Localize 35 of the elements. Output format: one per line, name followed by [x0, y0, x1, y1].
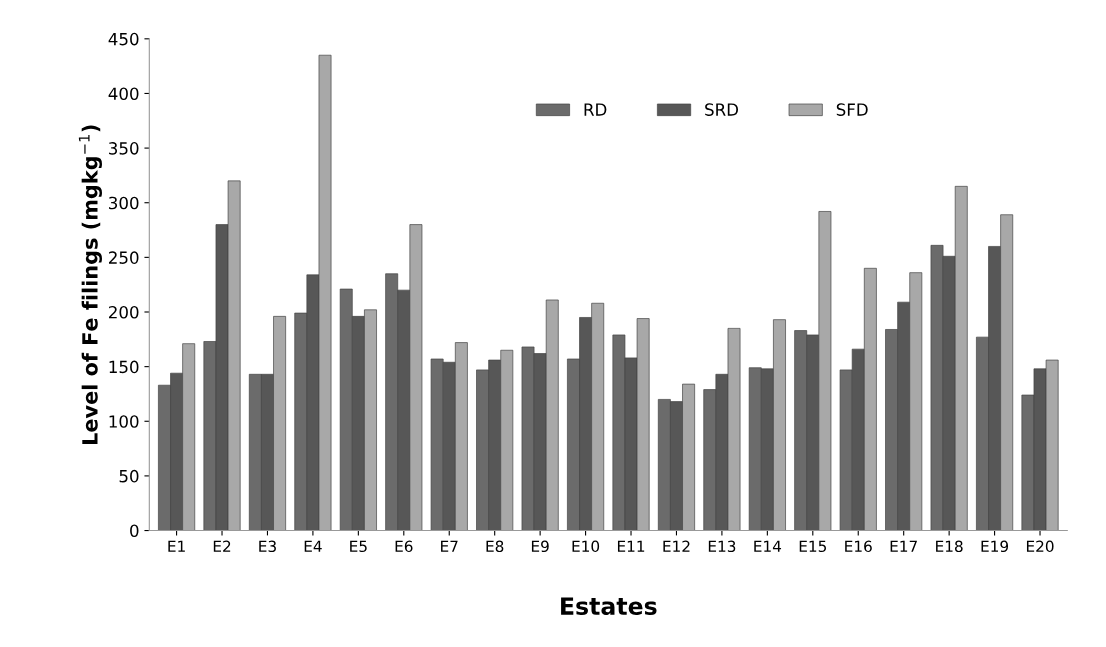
x-tick-label: E12 — [663, 540, 690, 552]
x-tick-label: E9 — [531, 540, 549, 553]
y-tick-label: 200 — [109, 305, 139, 319]
x-tick-label: E13 — [708, 540, 736, 553]
x-tick-label: E8 — [486, 540, 504, 553]
x-tick-label: E20 — [1026, 540, 1054, 553]
y-tick-label: 100 — [109, 415, 139, 428]
x-tick-label: E19 — [981, 540, 1009, 553]
y-tick-label: 400 — [108, 87, 139, 101]
y-tick-label: 50 — [119, 469, 139, 483]
legend-label: SRD — [705, 103, 739, 116]
x-tick-label: E11 — [617, 540, 645, 552]
x-tick-label: E10 — [572, 540, 600, 553]
legend-label: RD — [584, 103, 607, 116]
x-tick-label: E17 — [890, 540, 917, 552]
y-tick-label: 250 — [109, 251, 139, 264]
x-tick-label: E2 — [213, 540, 231, 552]
y-tick-label: 350 — [109, 142, 139, 155]
y-axis-title: Level of Fe filings (mgkg$^{−1}$) — [78, 125, 102, 445]
legend-label: SFD — [836, 103, 868, 116]
x-tick-label: E1 — [168, 540, 185, 552]
x-tick-label: E4 — [304, 540, 322, 552]
x-tick-label: E15 — [799, 540, 827, 553]
x-tick-label: E5 — [350, 540, 367, 553]
y-tick-label: 150 — [109, 360, 139, 374]
x-axis-title: Estates — [561, 597, 657, 615]
x-tick-label: E16 — [845, 540, 872, 553]
y-tick-label: 0 — [130, 524, 139, 538]
x-tick-label: E3 — [259, 540, 276, 553]
x-tick-label: E14 — [754, 540, 782, 552]
x-tick-label: E7 — [441, 540, 458, 552]
y-tick-label: 300 — [109, 196, 139, 210]
y-tick-label: 450 — [108, 32, 139, 46]
x-tick-label: E18 — [936, 540, 963, 553]
x-tick-label: E6 — [395, 540, 413, 553]
